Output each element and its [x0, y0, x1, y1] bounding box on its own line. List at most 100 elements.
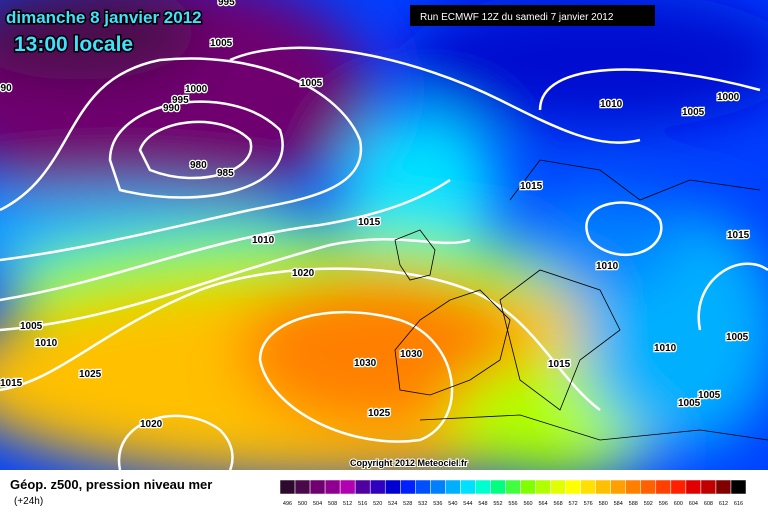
- colorbar-swatch: [354, 479, 371, 495]
- isobar-label: 1015: [520, 181, 543, 192]
- colorbar-swatch: [565, 479, 581, 495]
- isobar-label: 1010: [35, 338, 58, 349]
- isobar-label: 1005: [210, 38, 233, 49]
- isobar-label: 1005: [726, 332, 749, 343]
- colorbar-swatch: [309, 479, 326, 495]
- colorbar-label: 520: [373, 501, 382, 507]
- colorbar-swatch: [520, 479, 536, 495]
- isobar-label: 1030: [400, 349, 423, 360]
- run-info: Run ECMWF 12Z du samedi 7 janvier 2012: [420, 12, 614, 23]
- colorbar-swatch: [715, 479, 732, 495]
- colorbar-label: 616: [734, 501, 743, 507]
- colorbar-swatch: [670, 479, 687, 495]
- colorbar-swatch: [610, 479, 626, 495]
- colorbar-label: 504: [313, 501, 322, 507]
- colorbar-swatch: [369, 479, 386, 495]
- colorbar-label: 612: [719, 501, 728, 507]
- copyright: Copyright 2012 Meteociel.fr: [350, 458, 468, 468]
- isobar-label: 1030: [354, 358, 377, 369]
- isobar-label: 1020: [140, 419, 163, 430]
- map-field: [0, 0, 768, 470]
- colorbar-label: 592: [644, 501, 653, 507]
- isobar-labels: 9951005100510009959909809859901010100010…: [0, 0, 751, 431]
- coastlines: [394, 159, 768, 441]
- colorbar-swatch: [730, 479, 747, 495]
- colorbar-swatch: [324, 479, 341, 495]
- colorbar-label: 588: [629, 501, 638, 507]
- colorbar-label: 564: [538, 501, 547, 507]
- colorbar-label: 600: [674, 501, 683, 507]
- isobar-label: 1010: [596, 261, 619, 272]
- colorbar-swatch: [490, 479, 506, 495]
- colorbar-label: 540: [448, 501, 457, 507]
- colorbar-swatch: [384, 479, 401, 495]
- colorbar-swatch: [294, 479, 311, 495]
- colorbar-swatch: [279, 479, 296, 495]
- colorbar-label: 568: [554, 501, 563, 507]
- colorbar-swatch: [655, 479, 672, 495]
- isobar-label: 1020: [292, 268, 315, 279]
- colorbar-swatch: [685, 479, 702, 495]
- colorbar-label: 604: [689, 501, 698, 507]
- isobar-label: 1000: [185, 84, 208, 95]
- colorbar-label: 524: [388, 501, 397, 507]
- isobar-label: 1010: [654, 343, 677, 354]
- colorbar-swatch: [580, 479, 596, 495]
- colorbar-label: 580: [599, 501, 608, 507]
- isobar-label: 1025: [79, 369, 102, 380]
- map-time: 13:00 locale: [14, 33, 133, 56]
- colorbar-swatch: [700, 479, 717, 495]
- colorbar-swatch: [460, 479, 476, 495]
- colorbar-swatch: [550, 479, 566, 495]
- colorbar-swatch: [475, 479, 491, 495]
- colorbar-swatch: [625, 479, 642, 495]
- isobar-label: 1010: [600, 99, 623, 110]
- colorbar-swatch: [535, 479, 551, 495]
- colorbar-label: 572: [569, 501, 578, 507]
- colorbar-label: 512: [343, 501, 352, 507]
- colorbar-label: 556: [508, 501, 517, 507]
- isobar-label: 985: [217, 168, 234, 179]
- map-title: dimanche 8 janvier 2012: [6, 8, 202, 27]
- colorbar-label: 576: [584, 501, 593, 507]
- colorbar-label: 516: [358, 501, 367, 507]
- colorbar-swatch: [445, 479, 461, 495]
- legend-title: Géop. z500, pression niveau mer: [10, 477, 212, 492]
- isobar-label: 1005: [698, 390, 721, 401]
- legend-lead: (+24h): [14, 496, 43, 507]
- colorbar-swatch: [400, 479, 416, 495]
- isobar-label: 1010: [252, 235, 275, 246]
- colorbar-label: 544: [463, 501, 472, 507]
- isobar-label: 995: [172, 95, 189, 106]
- colorbar-label: 496: [283, 501, 292, 507]
- colorbar-swatch: [339, 479, 356, 495]
- colorbar-label: 548: [478, 501, 487, 507]
- colorbar-swatch: [640, 479, 657, 495]
- isobar-label: 1015: [358, 217, 381, 228]
- isobar-label: 995: [218, 0, 235, 8]
- isobar-label: 1005: [682, 107, 705, 118]
- colorbar-label: 560: [523, 501, 532, 507]
- colorbar-label: 536: [433, 501, 442, 507]
- colorbar-swatch: [430, 479, 446, 495]
- isobar-lines: [0, 46, 768, 470]
- colorbar-label: 552: [493, 501, 502, 507]
- colorbar-label: 508: [328, 501, 337, 507]
- isobar-label: 1015: [548, 359, 571, 370]
- isobar-label: 1015: [727, 230, 750, 241]
- isobar-label: 1005: [20, 321, 43, 332]
- isobar-label: 1015: [0, 378, 23, 389]
- colorbar-label: 528: [403, 501, 412, 507]
- colorbar-label: 608: [704, 501, 713, 507]
- colorbar-label: 596: [659, 501, 668, 507]
- isobar-label: 1025: [368, 408, 391, 419]
- isobar-label: 990: [163, 103, 180, 114]
- isobar-label: 1005: [678, 398, 701, 409]
- colorbar: 496 500 504 508 512 516 520 524 528 532 536 540 544 5…: [279, 479, 747, 507]
- colorbar-swatch: [415, 479, 431, 495]
- isobar-label: 980: [190, 160, 207, 171]
- colorbar-swatch: [505, 479, 521, 495]
- colorbar-swatch: [595, 479, 611, 495]
- colorbar-label: 584: [614, 501, 623, 507]
